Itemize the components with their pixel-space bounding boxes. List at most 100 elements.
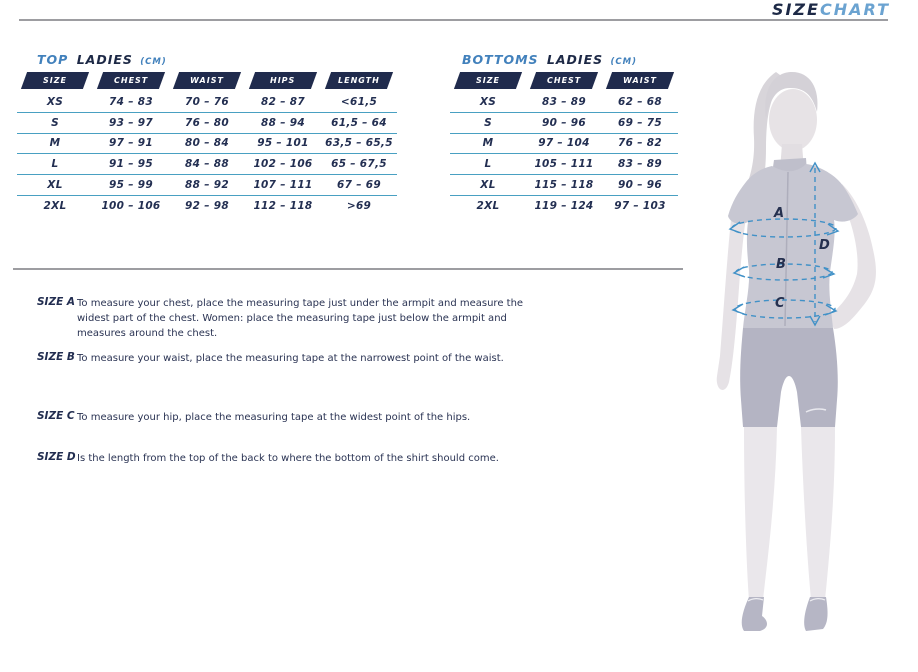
table-cell: 88 – 92 xyxy=(185,179,229,192)
guide-item-size-d: SIZE D Is the length from the top of the… xyxy=(37,451,542,466)
column-header: CHEST xyxy=(526,72,602,89)
table-cell: 69 – 75 xyxy=(618,116,662,129)
arrowhead xyxy=(826,223,840,236)
column-header: SIZE xyxy=(450,72,526,89)
chest-measure-line xyxy=(731,218,837,238)
table-cell: 92 – 98 xyxy=(185,200,229,213)
column-header: WAIST xyxy=(169,72,245,89)
top-ladies-table: TOP LADIES (CM) SIZE CHEST WAIST HIPS LE… xyxy=(17,52,397,217)
guide-item-size-c: SIZE C To measure your hip, place the me… xyxy=(37,410,542,425)
table-cell: 65 – 67,5 xyxy=(331,158,387,171)
bottoms-ladies-table: BOTTOMS LADIES (CM) SIZE CHEST WAIST XS … xyxy=(450,52,678,217)
table-row: M 97 – 91 80 – 84 95 – 101 63,5 – 65,5 xyxy=(17,134,397,155)
table-cell: 88 – 94 xyxy=(261,116,305,129)
table-cell: 74 – 83 xyxy=(109,95,153,108)
guide-item-size-a: SIZE A To measure your chest, place the … xyxy=(37,296,542,341)
arrowhead xyxy=(731,303,745,315)
hip-measure-line xyxy=(734,299,836,319)
column-header: HIPS xyxy=(245,72,321,89)
model-sock-left xyxy=(741,597,767,631)
arrowhead xyxy=(809,315,821,327)
table-cell: XS xyxy=(46,95,64,108)
section-divider xyxy=(13,268,683,270)
table-row: S 90 – 96 69 – 75 xyxy=(450,113,678,134)
top-title-unit: (CM) xyxy=(140,57,167,67)
page-title: SIZECHART xyxy=(772,0,890,19)
table-cell: L xyxy=(51,158,59,171)
table-cell: >69 xyxy=(346,200,372,213)
table-row: M 97 – 104 76 – 82 xyxy=(450,134,678,155)
table-row: XS 74 – 83 70 – 76 82 – 87 <61,5 xyxy=(17,92,397,113)
top-title-main: LADIES xyxy=(76,52,133,67)
model-shorts xyxy=(740,328,838,427)
table-cell: XS xyxy=(479,95,497,108)
guide-label: SIZE B xyxy=(37,351,75,363)
top-table-title: TOP LADIES (CM) xyxy=(37,52,397,72)
arrowhead xyxy=(732,266,746,278)
column-header: WAIST xyxy=(602,72,678,89)
table-cell: 76 – 82 xyxy=(618,137,662,150)
bottoms-table-title: BOTTOMS LADIES (CM) xyxy=(462,52,678,72)
table-cell: 115 – 118 xyxy=(534,179,594,192)
table-cell: 97 – 91 xyxy=(109,137,153,150)
bottoms-title-accent: BOTTOMS xyxy=(462,52,539,67)
header-divider xyxy=(19,19,888,21)
table-cell: 97 – 104 xyxy=(538,137,590,150)
table-cell: 84 – 88 xyxy=(185,158,229,171)
top-table-header: SIZE CHEST WAIST HIPS LENGTH xyxy=(17,72,397,89)
table-cell: <61,5 xyxy=(340,95,378,108)
arrowhead xyxy=(809,161,821,173)
bottoms-table-header: SIZE CHEST WAIST xyxy=(450,72,678,89)
column-header: LENGTH xyxy=(321,72,397,89)
table-cell: 2XL xyxy=(43,200,67,213)
table-cell: 80 – 84 xyxy=(185,137,229,150)
model-figure-graphic: A B C D xyxy=(716,72,876,631)
arrowhead xyxy=(824,304,838,316)
table-cell: 83 – 89 xyxy=(618,158,662,171)
table-cell: 90 – 96 xyxy=(618,179,662,192)
table-cell: 91 – 95 xyxy=(109,158,153,171)
table-cell: 61,5 – 64 xyxy=(331,116,387,129)
shorts-logo xyxy=(805,408,827,413)
table-cell: 82 – 87 xyxy=(261,95,305,108)
table-row: L 91 – 95 84 – 88 102 – 106 65 – 67,5 xyxy=(17,154,397,176)
table-cell: 119 – 124 xyxy=(534,200,594,213)
table-cell: 112 – 118 xyxy=(253,200,313,213)
bottoms-table-body: XS 83 – 89 62 – 68 S 90 – 96 69 – 75 M 9… xyxy=(450,92,678,217)
table-cell: 107 – 111 xyxy=(253,179,313,192)
model-leg-left xyxy=(744,427,777,600)
column-header: SIZE xyxy=(17,72,93,89)
table-cell: 70 – 76 xyxy=(185,95,229,108)
model-arm-left xyxy=(716,210,746,390)
table-row: XL 95 – 99 88 – 92 107 – 111 67 – 69 xyxy=(17,175,397,196)
guide-text: To measure your waist, place the measuri… xyxy=(77,353,504,364)
sock-logo-right xyxy=(809,598,826,602)
table-cell: 95 – 101 xyxy=(257,137,309,150)
table-cell: 90 – 96 xyxy=(542,116,586,129)
table-cell: L xyxy=(484,158,492,171)
model-leg-right xyxy=(801,427,835,600)
table-cell: 67 – 69 xyxy=(337,179,381,192)
table-row: L 105 – 111 83 – 89 xyxy=(450,154,678,176)
table-row: XS 83 – 89 62 – 68 xyxy=(450,92,678,113)
model-face xyxy=(769,89,817,151)
measurement-label-c: C xyxy=(775,296,785,311)
top-table-body: XS 74 – 83 70 – 76 82 – 87 <61,5 S 93 – … xyxy=(17,92,397,217)
table-cell: 83 – 89 xyxy=(542,95,586,108)
sock-logo-left xyxy=(747,598,764,602)
arrowhead xyxy=(728,221,742,234)
table-cell: 62 – 68 xyxy=(618,95,662,108)
table-cell: 2XL xyxy=(476,200,500,213)
page-title-size: SIZE xyxy=(771,0,820,19)
table-row: XL 115 – 118 90 – 96 xyxy=(450,175,678,196)
table-row: 2XL 119 – 124 97 – 103 xyxy=(450,196,678,217)
table-cell: XL xyxy=(480,179,496,192)
table-cell: 102 – 106 xyxy=(253,158,313,171)
guide-label: SIZE D xyxy=(37,451,76,463)
table-row: 2XL 100 – 106 92 – 98 112 – 118 >69 xyxy=(17,196,397,217)
bottoms-title-unit: (CM) xyxy=(610,57,637,67)
table-cell: 63,5 – 65,5 xyxy=(325,137,393,150)
guide-label: SIZE A xyxy=(37,296,76,308)
table-cell: S xyxy=(484,116,492,129)
